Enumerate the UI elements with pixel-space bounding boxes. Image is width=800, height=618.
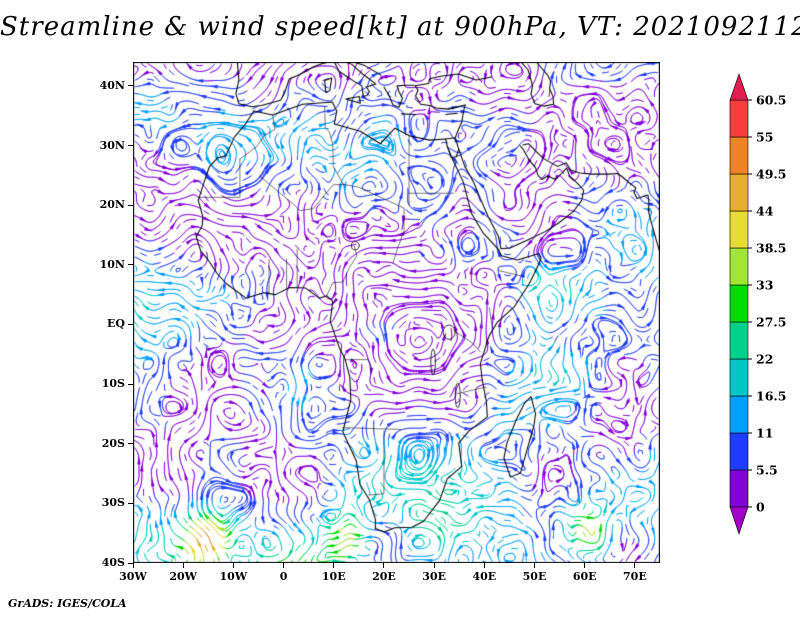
y-tick-label: 40N	[99, 78, 125, 92]
colorbar-segment	[729, 99, 749, 138]
colorbar-arrow-bottom	[729, 506, 749, 535]
colorbar-segment	[729, 247, 749, 286]
x-tick-label: 70E	[623, 570, 647, 583]
colorbar-label: 33	[756, 278, 773, 293]
y-tick-label: EQ	[107, 317, 125, 331]
y-tick	[128, 383, 133, 385]
y-tick	[128, 323, 133, 325]
x-tick	[433, 563, 435, 568]
y-tick	[128, 264, 133, 266]
colorbar-segment	[729, 284, 749, 323]
x-tick-label: 10E	[321, 570, 346, 583]
y-tick-label: 10S	[101, 377, 125, 391]
colorbar-segment	[729, 210, 749, 249]
y-tick	[128, 562, 133, 564]
x-tick	[283, 563, 285, 568]
colorbar-label: 27.5	[756, 315, 786, 330]
y-tick-label: 20N	[99, 198, 125, 212]
x-tick-label: 50E	[522, 570, 547, 583]
colorbar-label: 16.5	[756, 389, 786, 404]
x-tick	[534, 563, 536, 568]
x-tick-label: 40E	[472, 570, 497, 583]
x-tick	[132, 563, 134, 568]
x-tick	[483, 563, 485, 568]
chart-title: Streamline & wind speed[kt] at 900hPa, V…	[0, 12, 800, 42]
y-tick-label: 20S	[101, 436, 125, 450]
y-tick-label: 30N	[99, 138, 125, 152]
colorbar-segment	[729, 395, 749, 434]
x-tick-label: 60E	[572, 570, 597, 583]
colorbar-label: 5.5	[756, 463, 778, 478]
x-tick-label: 0	[279, 570, 288, 583]
x-tick-label: 30W	[119, 570, 147, 583]
colorbar-segment	[729, 321, 749, 360]
x-tick-label: 20W	[169, 570, 198, 583]
colorbar-segment	[729, 358, 749, 397]
y-tick	[128, 145, 133, 146]
y-tick-label: 40S	[101, 556, 125, 569]
colorbar-arrow-top	[729, 73, 749, 101]
colorbar-segment	[729, 173, 749, 212]
colorbar-label: 55	[756, 130, 773, 145]
x-tick	[634, 563, 636, 568]
grads-credit: GrADS: IGES/COLA	[8, 597, 127, 610]
colorbar: 0 5.5 11 16.5 22 27.5 33 38.5 44 49.5 55 60.5	[729, 73, 786, 535]
x-tick-label: 20E	[372, 570, 396, 583]
x-tick-label: 30E	[422, 570, 446, 583]
x-tick	[333, 563, 335, 568]
x-tick	[182, 563, 184, 568]
x-tick	[383, 563, 385, 568]
y-tick-label: 10N	[99, 257, 125, 271]
colorbar-segment	[729, 136, 749, 175]
x-tick	[584, 563, 586, 568]
colorbar-label: 0	[756, 500, 765, 515]
y-tick	[128, 502, 133, 504]
y-tick	[128, 85, 133, 87]
y-tick-label: 30S	[101, 496, 125, 510]
x-tick-label: 10W	[219, 570, 248, 583]
colorbar-segment	[729, 469, 749, 508]
y-tick	[128, 443, 133, 445]
streamline-map-canvas	[133, 62, 660, 563]
colorbar-label: 60.5	[756, 93, 786, 108]
x-tick	[232, 563, 234, 568]
colorbar-label: 22	[756, 352, 773, 367]
colorbar-label: 11	[756, 426, 773, 441]
colorbar-segment	[729, 432, 749, 471]
colorbar-label: 44	[756, 204, 774, 219]
colorbar-label: 38.5	[756, 241, 786, 256]
y-tick	[128, 204, 133, 206]
colorbar-label: 49.5	[756, 167, 786, 182]
